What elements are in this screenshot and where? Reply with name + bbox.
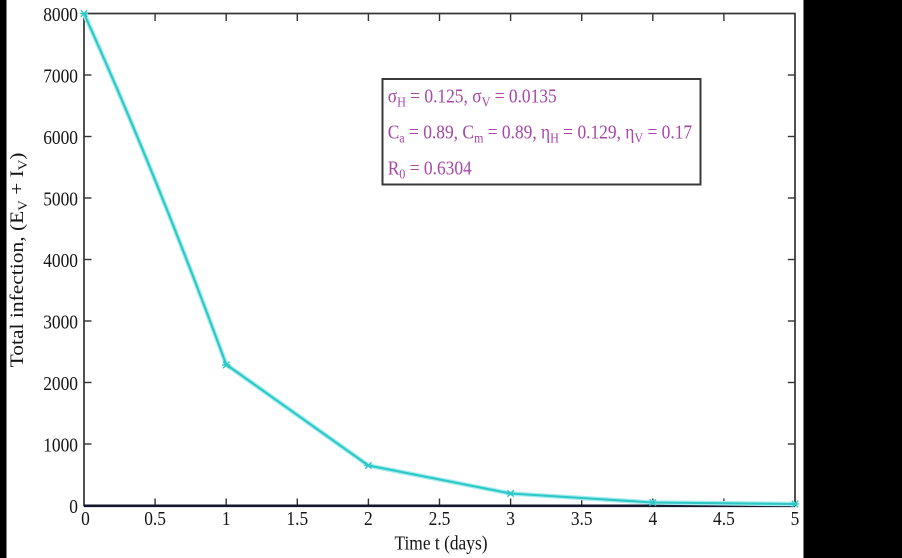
svg-text:1.5: 1.5 [286,508,308,530]
svg-text:Time t (days): Time t (days) [394,532,487,554]
svg-text:Ca = 0.89, Cm = 0.89, ηH = 0.1: Ca = 0.89, Cm = 0.89, ηH = 0.129, ηV = 0… [388,121,692,145]
svg-text:1000: 1000 [43,434,78,456]
svg-text:2: 2 [364,508,373,530]
svg-text:3.5: 3.5 [571,508,593,530]
svg-text:Total infection, (EV + IV): Total infection, (EV + IV) [7,153,29,368]
svg-text:4.5: 4.5 [713,508,735,530]
svg-text:5: 5 [791,508,800,530]
svg-text:2000: 2000 [43,373,78,395]
svg-text:5000: 5000 [43,188,78,210]
svg-text:3000: 3000 [43,311,78,333]
svg-text:3: 3 [506,508,515,530]
svg-text:1: 1 [222,508,231,530]
svg-text:0: 0 [69,496,78,518]
svg-text:2.5: 2.5 [429,508,451,530]
svg-text:7000: 7000 [43,65,78,87]
svg-text:0: 0 [81,508,90,530]
svg-text:6000: 6000 [43,127,78,149]
svg-text:σH = 0.125, σV = 0.0135: σH = 0.125, σV = 0.0135 [388,85,557,109]
svg-text:0.5: 0.5 [144,508,166,530]
svg-text:R0 = 0.6304: R0 = 0.6304 [388,157,473,181]
svg-text:4: 4 [648,508,657,530]
svg-text:8000: 8000 [43,4,78,26]
svg-text:4000: 4000 [43,250,78,272]
